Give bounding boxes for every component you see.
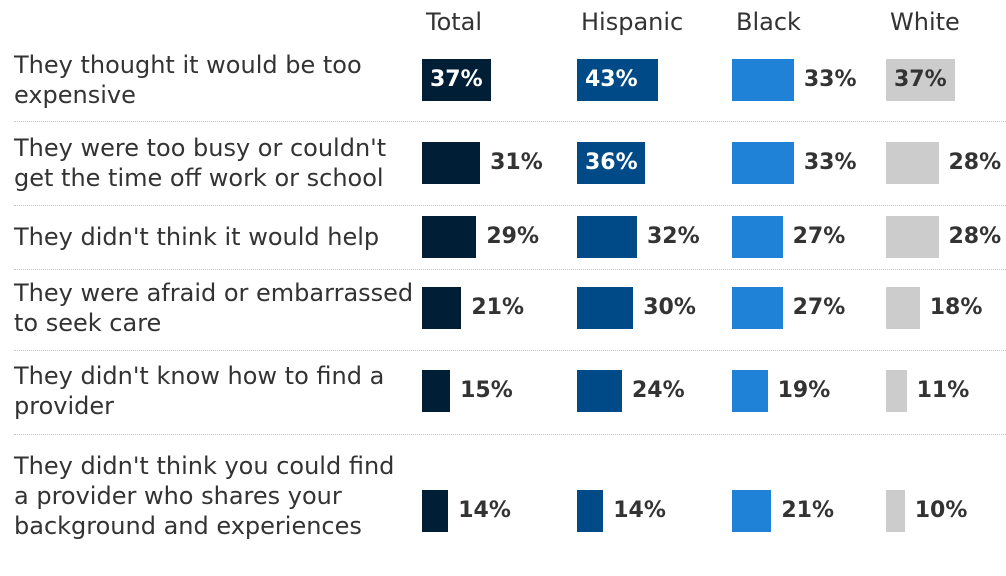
value-label: 43%: [585, 67, 638, 92]
value-label: 29%: [486, 224, 540, 249]
row-separator: [14, 350, 1006, 351]
value-label: 19%: [777, 378, 831, 403]
bar-white: [886, 370, 907, 412]
bar-total: [422, 142, 481, 184]
row-separator: [14, 269, 1006, 270]
value-label: 33%: [803, 150, 857, 175]
value-label: 21%: [471, 295, 525, 320]
category-label: They were afraid or embarrassed to seek …: [14, 279, 414, 337]
value-label: 33%: [803, 67, 857, 92]
value-label: 14%: [458, 498, 511, 523]
value-label: 28%: [948, 150, 1002, 175]
value-label: 28%: [948, 224, 1002, 249]
value-label: 32%: [647, 224, 700, 249]
value-label: 15%: [460, 378, 513, 403]
value-label: 27%: [792, 224, 846, 249]
value-label: 11%: [916, 378, 970, 403]
value-label: 10%: [914, 498, 968, 523]
bar-black: [732, 216, 783, 258]
bar-white: [886, 142, 939, 184]
bar-hispanic: [577, 216, 637, 258]
value-label: 37%: [894, 67, 947, 92]
bar-hispanic: [577, 490, 604, 532]
value-label: 37%: [430, 67, 483, 92]
value-label: 14%: [613, 498, 666, 523]
bar-total: [422, 370, 451, 412]
category-label: They didn't know how to find a provider: [14, 362, 385, 420]
bar-hispanic: [577, 287, 634, 329]
column-header-total: Total: [426, 8, 483, 36]
value-label: 21%: [781, 498, 835, 523]
row-separator: [14, 434, 1006, 435]
value-label: 18%: [929, 295, 983, 320]
bar-white: [886, 216, 939, 258]
bar-black: [732, 287, 783, 329]
bar-total: [422, 490, 449, 532]
value-label: 31%: [490, 150, 543, 175]
bar-hispanic: [577, 59, 658, 101]
bar-black: [732, 142, 794, 184]
bar-hispanic: [577, 142, 645, 184]
bar-total: [422, 216, 477, 258]
column-header-black: Black: [736, 8, 801, 36]
category-label: They didn't think you could find a provi…: [14, 452, 395, 540]
value-label: 27%: [792, 295, 846, 320]
column-header-hispanic: Hispanic: [581, 8, 684, 36]
category-label: They thought it would be too expensive: [14, 51, 362, 109]
value-label: 36%: [585, 150, 638, 175]
bar-black: [732, 370, 768, 412]
bar-black: [732, 59, 794, 101]
bar-total: [422, 287, 462, 329]
value-label: 24%: [632, 378, 685, 403]
row-separator: [14, 121, 1006, 122]
category-label: They were too busy or couldn't get the t…: [14, 134, 387, 192]
bar-hispanic: [577, 370, 622, 412]
category-label: They didn't think it would help: [14, 223, 380, 251]
value-label: 30%: [643, 295, 696, 320]
bar-black: [732, 490, 772, 532]
row-separator: [14, 205, 1006, 206]
column-header-white: White: [890, 8, 960, 36]
bar-white: [886, 287, 920, 329]
bar-white: [886, 490, 905, 532]
bar-white: [886, 59, 956, 101]
bar-total: [422, 59, 492, 101]
